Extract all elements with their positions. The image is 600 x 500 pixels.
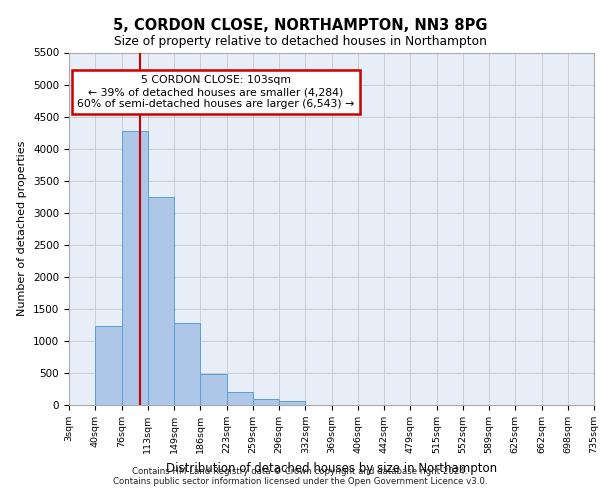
- Bar: [227, 392, 253, 405]
- Text: Contains public sector information licensed under the Open Government Licence v3: Contains public sector information licen…: [113, 477, 487, 486]
- Bar: [200, 374, 227, 405]
- Bar: [174, 323, 200, 405]
- Y-axis label: Number of detached properties: Number of detached properties: [17, 141, 28, 316]
- Text: Size of property relative to detached houses in Northampton: Size of property relative to detached ho…: [113, 35, 487, 48]
- Text: 5 CORDON CLOSE: 103sqm
← 39% of detached houses are smaller (4,284)
60% of semi-: 5 CORDON CLOSE: 103sqm ← 39% of detached…: [77, 76, 355, 108]
- Bar: [121, 130, 148, 405]
- Text: 5, CORDON CLOSE, NORTHAMPTON, NN3 8PG: 5, CORDON CLOSE, NORTHAMPTON, NN3 8PG: [113, 18, 487, 32]
- Bar: [148, 196, 174, 405]
- Text: Contains HM Land Registry data © Crown copyright and database right 2024.: Contains HM Land Registry data © Crown c…: [132, 467, 468, 476]
- Bar: [253, 399, 279, 405]
- Bar: [95, 326, 121, 405]
- X-axis label: Distribution of detached houses by size in Northampton: Distribution of detached houses by size …: [166, 462, 497, 474]
- Bar: [279, 402, 305, 405]
